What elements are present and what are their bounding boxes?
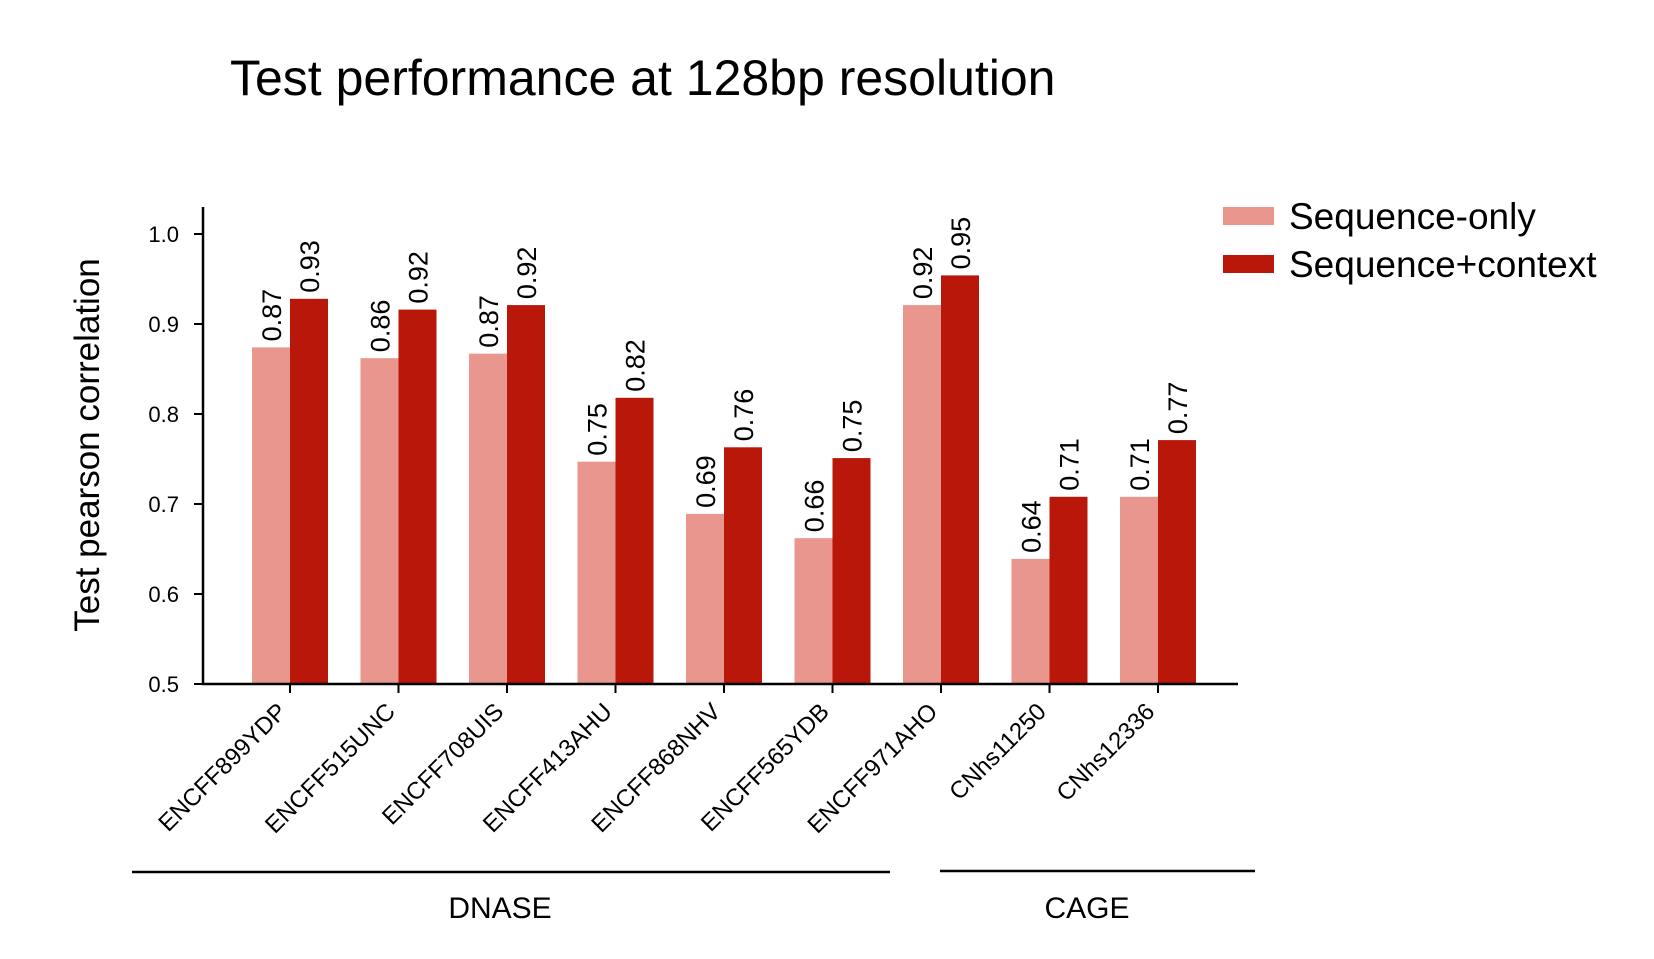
y-tick-label: 0.7 xyxy=(148,492,179,517)
bar-sequence-only xyxy=(252,347,290,684)
bar-sequence-context xyxy=(1049,496,1088,684)
bar-value-label: 0.75 xyxy=(838,400,868,453)
legend-label: Sequence+context xyxy=(1289,244,1597,285)
legend: Sequence-only Sequence+context xyxy=(1223,196,1597,285)
y-tick-label: 0.5 xyxy=(148,672,179,697)
bar-sequence-context xyxy=(290,298,328,684)
x-tick-label: CNhs11250 xyxy=(944,698,1051,805)
bars xyxy=(252,275,1196,684)
bar-sequence-context xyxy=(832,458,871,684)
y-tick-label: 0.9 xyxy=(148,312,179,337)
category-groups: DNASE CAGE xyxy=(132,869,1255,925)
y-axis-label: Test pearson correlation xyxy=(68,258,107,632)
bar-sequence-only xyxy=(577,461,616,684)
group-label: CAGE xyxy=(1044,892,1129,925)
bar-value-label: 0.75 xyxy=(583,403,613,456)
bar-sequence-only xyxy=(903,305,941,684)
legend-swatch xyxy=(1223,255,1274,273)
bar-sequence-context xyxy=(1158,440,1196,684)
bar-value-label: 0.93 xyxy=(295,240,325,293)
bar-value-label: 0.92 xyxy=(512,247,542,300)
bar-sequence-only xyxy=(1011,558,1050,684)
group-label: DNASE xyxy=(448,892,551,925)
chart-title: Test performance at 128bp resolution xyxy=(230,50,1056,106)
bar-value-label: 0.87 xyxy=(474,295,504,348)
bar-value-label: 0.82 xyxy=(621,339,651,392)
bar-sequence-context xyxy=(941,275,979,684)
bar-sequence-context xyxy=(398,309,437,684)
x-tick-label: CNhs12336 xyxy=(1052,698,1161,807)
x-axis-ticks: ENCFF899YDPENCFF515UNCENCFF708UISENCFF41… xyxy=(153,684,1160,839)
y-tick-label: 0.8 xyxy=(148,402,179,427)
bar-value-label: 0.77 xyxy=(1163,382,1193,435)
bar-sequence-context xyxy=(724,447,762,684)
bar-value-label: 0.76 xyxy=(729,389,759,442)
bar-value-label: 0.71 xyxy=(1125,438,1155,491)
bar-value-label: 0.92 xyxy=(404,251,434,304)
bar-value-label: 0.71 xyxy=(1055,438,1085,491)
bar-value-label: 0.92 xyxy=(908,247,938,300)
legend-label: Sequence-only xyxy=(1289,196,1536,237)
bar-sequence-context xyxy=(507,305,545,684)
y-axis-ticks: 0.5 0.6 0.7 0.8 0.9 1.0 xyxy=(148,222,203,697)
bar-value-label: 0.64 xyxy=(1017,500,1047,553)
bar-value-label: 0.66 xyxy=(800,480,830,533)
bar-sequence-only xyxy=(360,358,399,684)
bar-sequence-only xyxy=(1120,496,1158,684)
bar-sequence-only xyxy=(469,353,507,684)
legend-swatch xyxy=(1223,207,1274,225)
bar-sequence-context xyxy=(615,397,654,684)
bar-value-label: 0.87 xyxy=(257,289,287,342)
bar-value-label: 0.86 xyxy=(366,300,396,353)
y-tick-label: 0.6 xyxy=(148,582,179,607)
bar-sequence-only xyxy=(686,513,724,684)
bar-sequence-only xyxy=(794,538,833,684)
bar-value-label: 0.95 xyxy=(946,217,976,270)
bar-value-labels: 0.87 0.86 0.87 0.75 0.69 0.66 0.92 0.64 0.71 0.93… xyxy=(257,217,1193,553)
y-tick-label: 1.0 xyxy=(148,222,179,247)
bar-value-label: 0.69 xyxy=(691,455,721,508)
